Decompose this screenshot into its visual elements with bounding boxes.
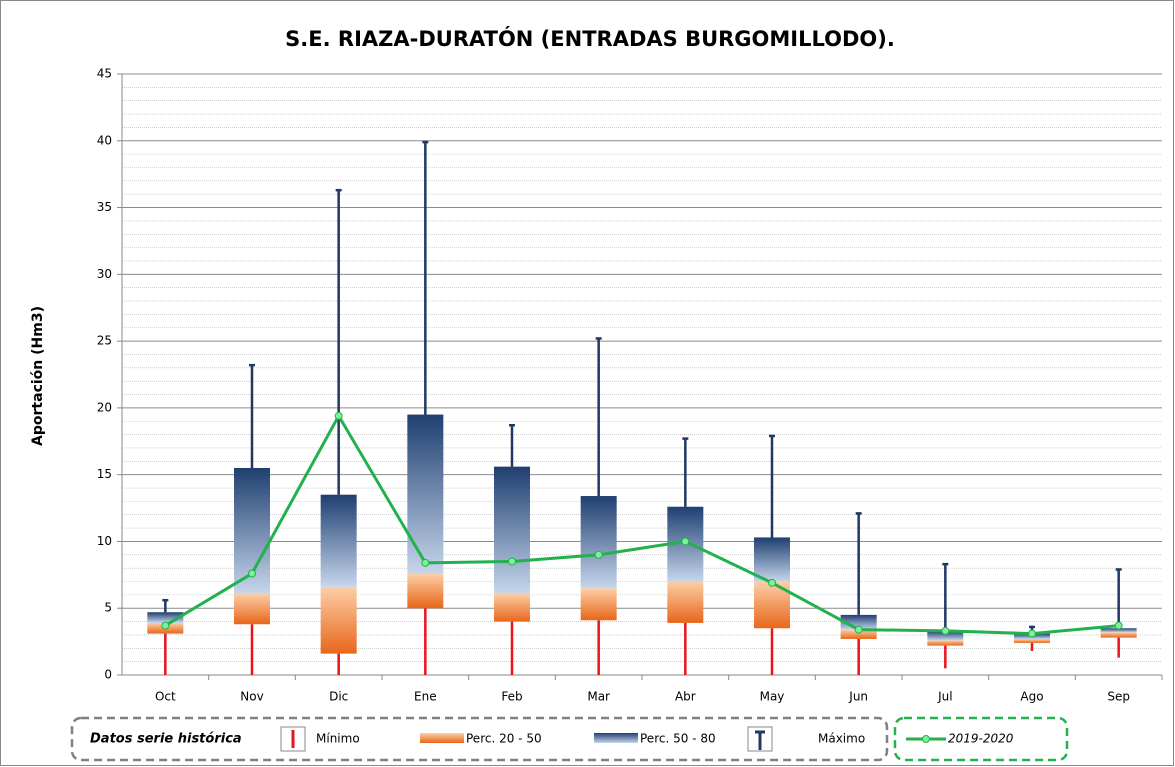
legend-label: Perc. 50 - 80 <box>640 732 716 746</box>
line-point <box>681 537 690 546</box>
box-p20-p50 <box>667 581 704 623</box>
legend-icon <box>420 733 464 743</box>
y-tick-label: 0 <box>104 668 112 682</box>
box-p20-p50 <box>494 593 530 622</box>
legend-label: Máximo <box>818 732 865 746</box>
box-p50-p80 <box>580 496 617 589</box>
x-tick-label: Jul <box>937 690 952 704</box>
box-p50-p80 <box>1100 628 1137 633</box>
box-p20-p50 <box>320 586 357 654</box>
x-tick-label: Jun <box>848 690 868 704</box>
line-point <box>941 626 950 635</box>
y-tick-label: 45 <box>97 67 112 81</box>
x-tick-label: May <box>760 690 785 704</box>
y-tick-label: 10 <box>97 534 112 548</box>
line-point <box>161 621 170 630</box>
box-p50-p80 <box>494 466 530 594</box>
legend-label: 2019-2020 <box>948 732 1014 746</box>
line-point <box>854 625 863 634</box>
line-point <box>421 558 430 567</box>
box-p50-p80 <box>754 537 790 582</box>
box-p20-p50 <box>580 588 617 621</box>
y-tick-label: 30 <box>97 267 112 281</box>
line-series <box>164 412 1119 636</box>
box-p20-p50 <box>234 593 270 625</box>
legend-label: Perc. 20 - 50 <box>466 732 542 746</box>
line-point <box>334 411 343 420</box>
box-p50-p80 <box>147 612 184 623</box>
x-tick-label: Mar <box>587 690 610 704</box>
box-p20-p50 <box>1014 638 1050 643</box>
line-point <box>594 550 603 559</box>
line-point <box>1028 629 1036 638</box>
box-p20-p50 <box>927 640 964 646</box>
box-p20-p50 <box>1100 632 1137 638</box>
box-p50-p80 <box>927 630 964 641</box>
x-tick-label: Ene <box>414 690 437 704</box>
y-tick-label: 25 <box>97 334 112 348</box>
x-tick-label: Abr <box>675 690 696 704</box>
box-p50-p80 <box>320 494 357 587</box>
x-tick-label: Dic <box>329 690 348 704</box>
legend-box <box>70 716 889 762</box>
y-tick-label: 5 <box>104 601 112 615</box>
line-point <box>508 557 516 566</box>
box-p20-p50 <box>840 629 877 639</box>
x-tick-label: Sep <box>1107 690 1130 704</box>
y-tick-label: 35 <box>97 200 112 214</box>
chart-title: S.E. RIAZA-DURATÓN (ENTRADAS BURGOMILLOD… <box>285 26 895 51</box>
y-tick-label: 40 <box>97 133 112 147</box>
x-tick-label: Nov <box>240 690 263 704</box>
line-point <box>248 569 256 578</box>
x-tick-label: Feb <box>501 690 522 704</box>
x-tick-label: Ago <box>1020 690 1043 704</box>
y-tick-label: 15 <box>97 467 112 481</box>
y-axis-label: Aportación (Hm3) <box>30 306 46 446</box>
plot-area: 0 5 10 15 20 25 30 35 40 45 Oct Nov Dic Ene Feb Mar Abr M… <box>97 67 1163 704</box>
line-point <box>1114 621 1123 630</box>
line-point <box>768 578 776 587</box>
x-tick-label: Oct <box>155 690 176 704</box>
box-p20-p50 <box>407 573 444 609</box>
box-p50-p80 <box>407 414 444 574</box>
legend-icon <box>594 733 638 743</box>
legend-label: Mínimo <box>316 732 360 746</box>
legend-icon <box>922 735 930 743</box>
y-tick-label: 20 <box>97 400 112 414</box>
legend-title: Datos serie histórica <box>90 732 242 747</box>
